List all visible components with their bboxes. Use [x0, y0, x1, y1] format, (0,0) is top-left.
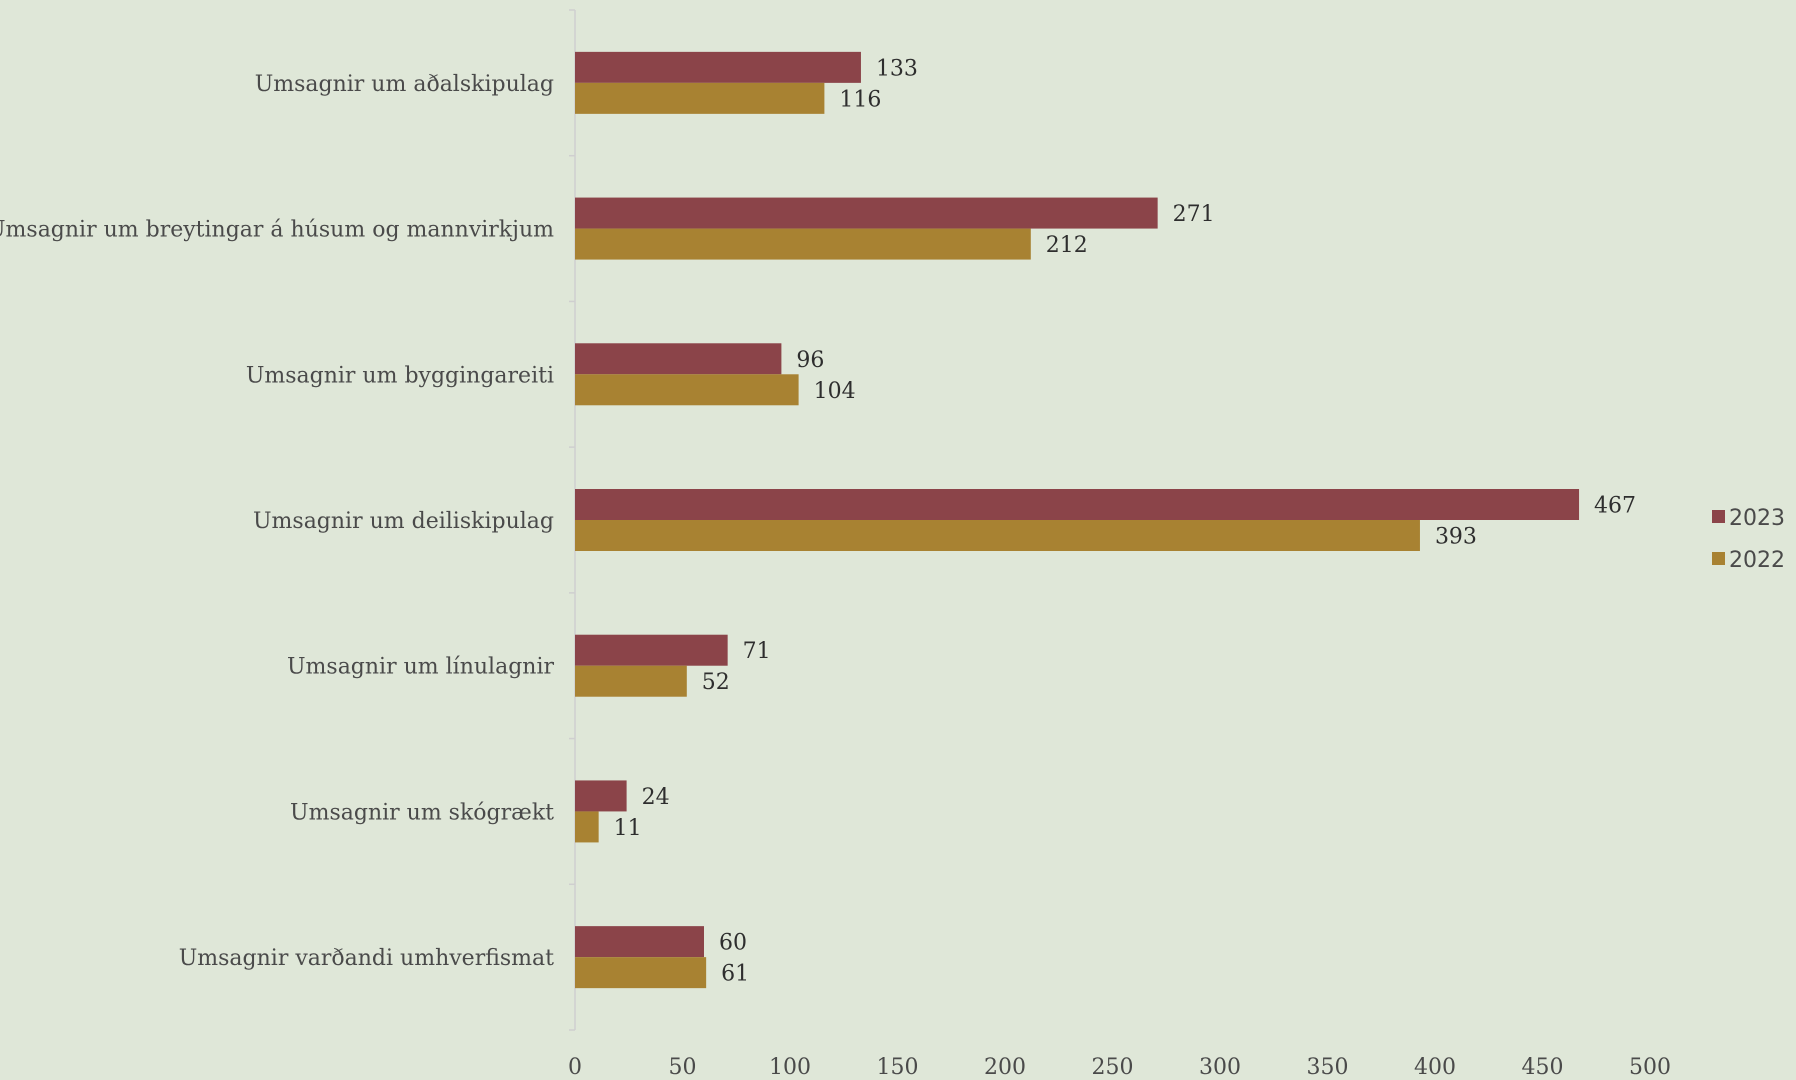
legend-swatch-2022 — [1712, 552, 1725, 565]
x-tick-label: 200 — [984, 1055, 1026, 1080]
bar-2023 — [575, 197, 1158, 229]
x-tick-label: 100 — [769, 1055, 811, 1080]
category-label: Umsagnir um deiliskipulag — [253, 509, 554, 534]
y-axis-ticks — [569, 9, 575, 1031]
x-axis-tick-labels: 0 50 100 150 200 250 300 350 400 450 500 — [568, 1055, 1671, 1080]
bar-2023 — [575, 343, 782, 375]
data-label-2023: 467 — [1594, 494, 1636, 519]
x-tick-label: 500 — [1629, 1055, 1671, 1080]
data-label-2023: 24 — [642, 785, 670, 810]
bar-2022 — [575, 374, 799, 406]
bar-2022 — [575, 520, 1420, 551]
data-label-2023: 60 — [719, 931, 747, 956]
category-label: Umsagnir um aðalskipulag — [255, 72, 554, 97]
data-label-2022: 116 — [839, 87, 881, 112]
bar-2022 — [575, 228, 1031, 260]
data-label-2023: 71 — [743, 639, 771, 664]
category-label: Umsagnir um breytingar á húsum og mannvi… — [0, 218, 554, 243]
category-label: Umsagnir um línulagnir — [287, 655, 554, 680]
bar-2022 — [575, 811, 599, 843]
data-label-2022: 11 — [614, 816, 642, 841]
legend-label-2023: 2023 — [1729, 506, 1785, 531]
x-tick-label: 250 — [1092, 1055, 1134, 1080]
data-label-2023: 271 — [1173, 202, 1215, 227]
bar-2023 — [575, 51, 861, 83]
bars — [575, 51, 1580, 989]
x-tick-label: 400 — [1414, 1055, 1456, 1080]
bar-2022 — [575, 665, 687, 697]
legend-label-2022: 2022 — [1729, 548, 1785, 573]
bar-2023 — [575, 926, 704, 958]
data-label-2023: 96 — [796, 348, 824, 373]
data-label-2022: 212 — [1046, 233, 1088, 258]
category-label: Umsagnir um skógrækt — [290, 800, 554, 825]
bar-2023 — [575, 489, 1580, 520]
bar-2023 — [575, 634, 728, 666]
data-label-2022: 393 — [1435, 525, 1477, 550]
x-tick-label: 50 — [669, 1055, 697, 1080]
x-tick-label: 350 — [1307, 1055, 1349, 1080]
data-label-2023: 133 — [876, 56, 918, 81]
x-tick-label: 300 — [1199, 1055, 1241, 1080]
bar-2023 — [575, 780, 627, 812]
data-label-2022: 52 — [702, 670, 730, 695]
x-tick-label: 0 — [568, 1055, 582, 1080]
category-label: Umsagnir um byggingareiti — [246, 363, 554, 388]
category-label: Umsagnir varðandi umhverfismat — [179, 946, 554, 971]
x-tick-label: 450 — [1522, 1055, 1564, 1080]
bar-2022 — [575, 957, 707, 989]
legend-swatch-2023 — [1712, 510, 1725, 523]
legend: 2023 2022 — [1712, 506, 1785, 573]
data-label-2022: 61 — [721, 962, 749, 987]
bar-2022 — [575, 82, 825, 114]
data-label-2022: 104 — [814, 379, 856, 404]
x-tick-label: 150 — [877, 1055, 919, 1080]
category-labels: Umsagnir um aðalskipulag Umsagnir um brey… — [0, 72, 554, 971]
